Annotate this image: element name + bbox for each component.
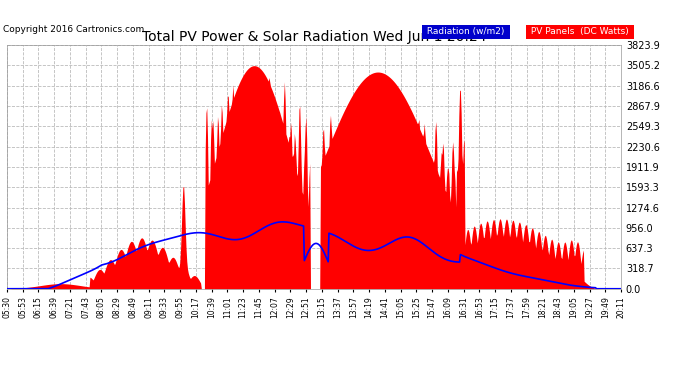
Title: Total PV Power & Solar Radiation Wed Jun 1 20:24: Total PV Power & Solar Radiation Wed Jun… — [141, 30, 486, 44]
Text: Copyright 2016 Cartronics.com: Copyright 2016 Cartronics.com — [3, 25, 145, 34]
Text: Radiation (w/m2): Radiation (w/m2) — [424, 27, 508, 36]
Text: PV Panels  (DC Watts): PV Panels (DC Watts) — [528, 27, 631, 36]
